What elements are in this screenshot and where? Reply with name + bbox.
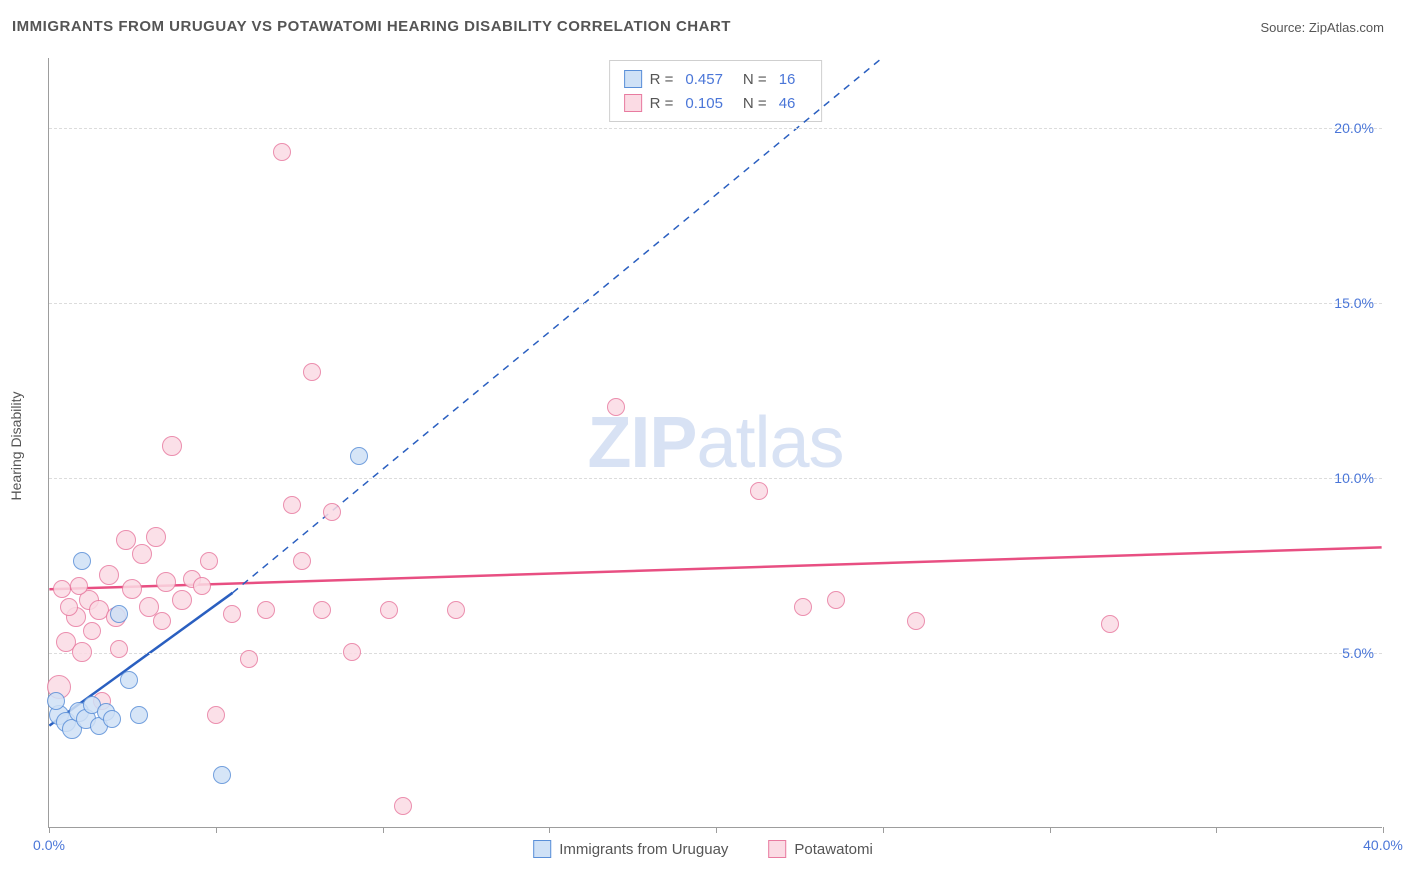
potawatomi-point: [827, 591, 845, 609]
plot-area: ZIPatlas R = 0.457 N = 16 R = 0.105 N = …: [48, 58, 1382, 828]
potawatomi-point: [83, 622, 101, 640]
potawatomi-point: [53, 580, 71, 598]
trend-lines-svg: [49, 58, 1382, 827]
legend-row-uruguay: R = 0.457 N = 16: [624, 67, 808, 91]
chart-title: IMMIGRANTS FROM URUGUAY VS POTAWATOMI HE…: [12, 18, 731, 35]
series-legend-potawatomi: Potawatomi: [768, 840, 872, 858]
series-swatch-uruguay: [533, 840, 551, 858]
legend-n-label: N =: [743, 95, 767, 112]
legend-n-value-uruguay: 16: [779, 71, 796, 88]
potawatomi-point: [223, 605, 241, 623]
y-tick-label: 5.0%: [1342, 645, 1374, 661]
potawatomi-point: [750, 482, 768, 500]
legend-r-value-potawatomi: 0.105: [685, 95, 723, 112]
potawatomi-point: [283, 496, 301, 514]
watermark: ZIPatlas: [587, 402, 843, 484]
potawatomi-point: [394, 797, 412, 815]
uruguay-point: [73, 552, 91, 570]
uruguay-point: [350, 447, 368, 465]
watermark-light: atlas: [696, 403, 843, 483]
gridline: [49, 478, 1382, 479]
legend-n-label: N =: [743, 71, 767, 88]
series-legend-uruguay: Immigrants from Uruguay: [533, 840, 728, 858]
potawatomi-point: [1101, 615, 1119, 633]
gridline: [49, 303, 1382, 304]
y-tick-label: 15.0%: [1334, 295, 1374, 311]
trend-line: [49, 547, 1381, 589]
potawatomi-point: [257, 601, 275, 619]
potawatomi-point: [162, 436, 182, 456]
potawatomi-point: [207, 706, 225, 724]
x-tick-label: 40.0%: [1363, 837, 1403, 853]
potawatomi-point: [99, 565, 119, 585]
potawatomi-point: [172, 590, 192, 610]
potawatomi-point: [313, 601, 331, 619]
x-tick-label: 0.0%: [33, 837, 65, 853]
y-axis-label: Hearing Disability: [8, 392, 24, 501]
legend-r-label: R =: [650, 95, 674, 112]
potawatomi-point: [156, 572, 176, 592]
series-legend: Immigrants from Uruguay Potawatomi: [533, 840, 873, 858]
potawatomi-point: [907, 612, 925, 630]
potawatomi-point: [70, 577, 88, 595]
uruguay-point: [103, 710, 121, 728]
potawatomi-point: [146, 527, 166, 547]
potawatomi-point: [122, 579, 142, 599]
potawatomi-point: [794, 598, 812, 616]
series-swatch-potawatomi: [768, 840, 786, 858]
potawatomi-point: [343, 643, 361, 661]
potawatomi-point: [60, 598, 78, 616]
uruguay-point: [120, 671, 138, 689]
potawatomi-point: [153, 612, 171, 630]
x-tick: [716, 827, 717, 833]
gridline: [49, 128, 1382, 129]
series-label-uruguay: Immigrants from Uruguay: [559, 841, 728, 858]
x-tick: [1383, 827, 1384, 833]
legend-swatch-uruguay: [624, 70, 642, 88]
legend-r-value-uruguay: 0.457: [685, 71, 723, 88]
source-prefix: Source:: [1260, 20, 1308, 35]
x-tick: [49, 827, 50, 833]
series-label-potawatomi: Potawatomi: [794, 841, 872, 858]
y-tick-label: 10.0%: [1334, 470, 1374, 486]
uruguay-point: [110, 605, 128, 623]
potawatomi-point: [110, 640, 128, 658]
uruguay-point: [47, 692, 65, 710]
uruguay-point: [130, 706, 148, 724]
x-tick: [1216, 827, 1217, 833]
watermark-bold: ZIP: [587, 403, 696, 483]
x-tick: [216, 827, 217, 833]
potawatomi-point: [273, 143, 291, 161]
legend-n-value-potawatomi: 46: [779, 95, 796, 112]
source-attribution: Source: ZipAtlas.com: [1260, 20, 1384, 35]
y-tick-label: 20.0%: [1334, 120, 1374, 136]
x-tick: [383, 827, 384, 833]
correlation-legend: R = 0.457 N = 16 R = 0.105 N = 46: [609, 60, 823, 122]
potawatomi-point: [293, 552, 311, 570]
potawatomi-point: [193, 577, 211, 595]
potawatomi-point: [72, 642, 92, 662]
potawatomi-point: [380, 601, 398, 619]
legend-r-label: R =: [650, 71, 674, 88]
legend-swatch-potawatomi: [624, 94, 642, 112]
x-tick: [1050, 827, 1051, 833]
potawatomi-point: [240, 650, 258, 668]
uruguay-point: [213, 766, 231, 784]
potawatomi-point: [323, 503, 341, 521]
legend-row-potawatomi: R = 0.105 N = 46: [624, 91, 808, 115]
potawatomi-point: [303, 363, 321, 381]
source-name: ZipAtlas.com: [1309, 20, 1384, 35]
x-tick: [549, 827, 550, 833]
potawatomi-point: [447, 601, 465, 619]
potawatomi-point: [200, 552, 218, 570]
x-tick: [883, 827, 884, 833]
potawatomi-point: [132, 544, 152, 564]
potawatomi-point: [607, 398, 625, 416]
potawatomi-point: [116, 530, 136, 550]
